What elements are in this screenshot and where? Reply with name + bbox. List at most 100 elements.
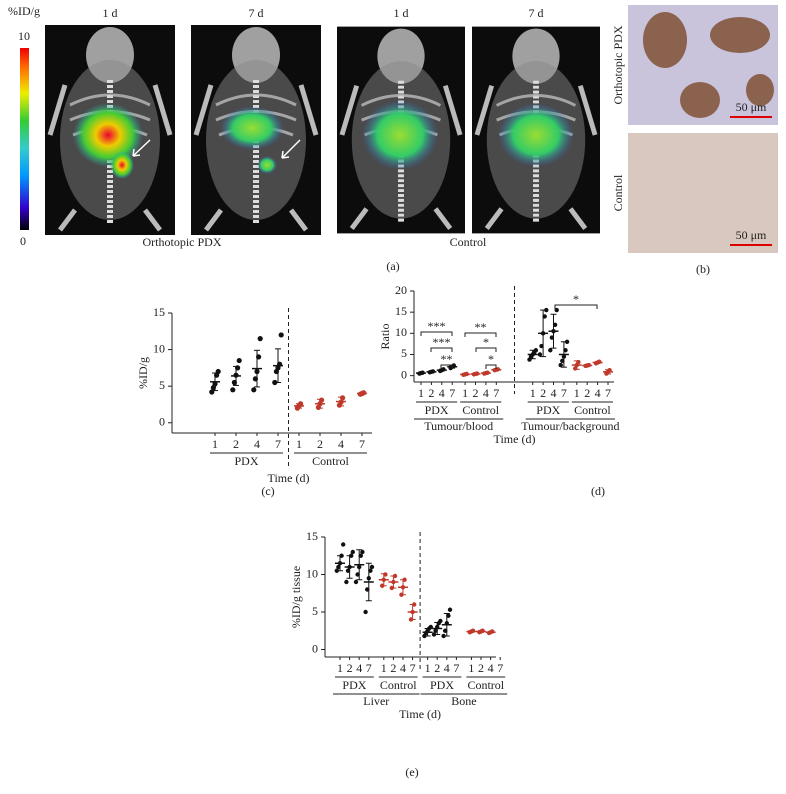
y-tick-label: 0 — [401, 367, 407, 381]
x-tick-label: 4 — [488, 661, 494, 675]
x-tick-label: 4 — [595, 386, 601, 400]
data-point — [336, 564, 341, 570]
y-tick-label: 10 — [306, 566, 318, 580]
significance-label: *** — [433, 335, 451, 349]
panel-label: (b) — [696, 262, 710, 276]
x-tick-label: 4 — [356, 661, 362, 675]
x-tick-label: 7 — [410, 661, 416, 675]
x-tick-label: 1 — [296, 437, 302, 451]
x-axis-label: Time (d) — [399, 707, 441, 721]
y-tick-label: 5 — [159, 378, 165, 392]
significance-label: *** — [428, 319, 446, 333]
y-tick-label: 15 — [153, 305, 165, 319]
group-label: PDX — [425, 403, 449, 417]
data-point — [353, 579, 359, 585]
panel-label: (d) — [591, 484, 605, 498]
data-point — [257, 336, 263, 342]
data-point — [345, 568, 351, 573]
x-tick-label: 2 — [233, 437, 239, 451]
x-tick-label: 2 — [347, 661, 353, 675]
scale-label: 50 μm — [736, 228, 767, 242]
uptake — [110, 151, 134, 179]
data-point — [278, 332, 284, 338]
colorbar-max: 10 — [18, 29, 30, 43]
group-label: Control — [380, 678, 417, 692]
x-tick-label: 1 — [381, 661, 387, 675]
data-point — [341, 542, 346, 547]
x-tick-label: 7 — [449, 386, 455, 400]
y-axis-label: Ratio — [378, 324, 392, 350]
image-label: Orthotopic PDX — [611, 25, 625, 104]
data-point — [554, 307, 559, 313]
x-tick-label: 2 — [478, 661, 484, 675]
y-tick-label: 0 — [159, 415, 165, 429]
x-tick-label: 7 — [605, 386, 611, 400]
data-point — [558, 362, 563, 368]
data-point — [363, 609, 368, 615]
x-tick-label: 7 — [493, 386, 499, 400]
x-tick-label: 4 — [444, 661, 450, 675]
x-tick-label: 1 — [530, 386, 536, 400]
x-tick-label: 2 — [540, 386, 546, 400]
uptake — [362, 100, 438, 170]
x-tick-label: 1 — [418, 386, 424, 400]
significance-bracket — [464, 332, 497, 337]
section-label: Tumour/blood — [424, 419, 493, 433]
x-tick-label: 4 — [439, 386, 445, 400]
uptake — [220, 106, 284, 150]
x-axis-label: Time (d) — [268, 471, 310, 485]
image-label: 7 d — [249, 6, 264, 20]
data-point — [548, 348, 553, 353]
group-label: Control — [467, 678, 504, 692]
x-tick-label: 2 — [473, 386, 479, 400]
significance-label: ** — [475, 320, 487, 334]
significance-bracket — [554, 304, 598, 309]
data-point — [533, 348, 539, 353]
x-tick-label: 4 — [483, 386, 489, 400]
section-label: Tumour/background — [521, 419, 619, 433]
data-point — [230, 387, 236, 393]
x-tick-label: 7 — [561, 386, 567, 400]
data-point — [447, 607, 453, 612]
y-tick-label: 20 — [395, 283, 407, 297]
uptake — [73, 103, 143, 167]
data-point — [360, 549, 365, 555]
group-label: Control — [312, 454, 349, 468]
data-point — [544, 307, 549, 313]
x-tick-label: 7 — [275, 437, 281, 451]
x-axis-label: Time (d) — [494, 432, 536, 446]
data-point — [344, 579, 349, 585]
x-tick-label: 1 — [468, 661, 474, 675]
panel-label: (a) — [386, 259, 399, 273]
significance-label: ** — [441, 352, 453, 366]
panel-b: 50 μm 50 μm Orthotopic PDX Control (b) — [611, 5, 778, 276]
significance-label: * — [483, 335, 489, 349]
image-label: 1 d — [394, 6, 409, 20]
x-tick-label: 4 — [551, 386, 557, 400]
data-point — [433, 628, 438, 633]
y-tick-label: 5 — [312, 604, 318, 618]
y-tick-label: 15 — [306, 529, 318, 543]
y-axis-label: %ID/g tissue — [289, 566, 303, 628]
x-tick-label: 7 — [453, 661, 459, 675]
significance-bracket — [420, 331, 453, 336]
y-tick-label: 15 — [395, 304, 407, 318]
group-label: Control — [450, 235, 487, 249]
panel-label: (c) — [261, 484, 274, 498]
panel-label: (e) — [405, 765, 418, 779]
y-tick-label: 10 — [395, 325, 407, 339]
x-tick-label: 2 — [390, 661, 396, 675]
data-point — [431, 632, 437, 637]
data-point — [272, 379, 278, 386]
uptake — [498, 103, 574, 167]
data-point — [350, 549, 355, 555]
x-tick-label: 7 — [366, 661, 372, 675]
group-label: PDX — [536, 403, 560, 417]
histology-image — [628, 133, 778, 253]
arrow — [281, 139, 301, 159]
group-label: Orthotopic PDX — [143, 235, 222, 249]
significance-label: * — [488, 352, 494, 366]
y-tick-label: 0 — [312, 641, 318, 655]
group-label: PDX — [430, 678, 454, 692]
